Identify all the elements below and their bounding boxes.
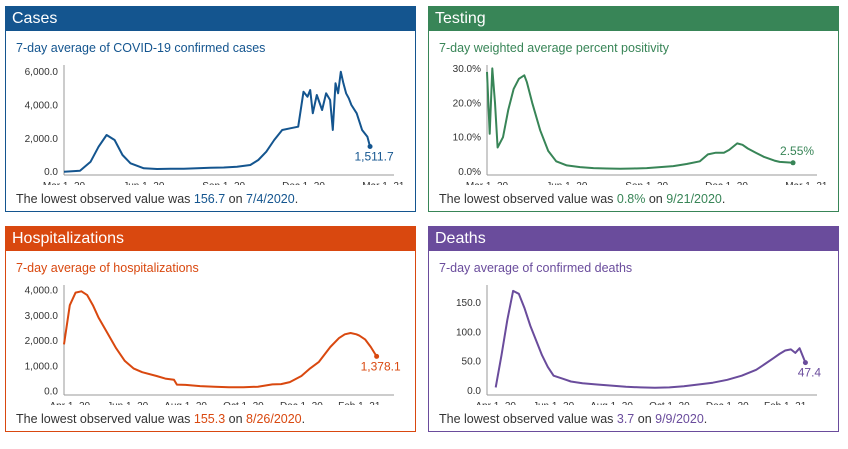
- x-tick-label: Jun 1, 20: [107, 401, 149, 405]
- cases-footer-value: 156.7: [193, 192, 226, 206]
- y-tick-label: 3,000.0: [25, 311, 59, 322]
- cases-footer-mid: on: [225, 192, 247, 206]
- deaths-chart: 150.0 100.0 50.0 0.0 Apr 1, 20 Jun 1, 20 Aug 1…: [456, 285, 822, 405]
- end-point: [367, 143, 373, 149]
- y-tick-label: 1,000.0: [25, 361, 59, 372]
- x-tick-label: Aug 1, 20: [164, 401, 207, 405]
- series-line: [494, 289, 807, 389]
- hospitalizations-panel-subtitle: 7-day average of hospitalizations: [16, 261, 199, 275]
- hospitalizations-panel-footer: The lowest observed value was 155.3 on 8…: [16, 412, 305, 426]
- y-tick-label: 0.0%: [458, 167, 481, 178]
- testing-footer-mid: on: [645, 192, 667, 206]
- end-point: [790, 160, 796, 166]
- y-tick-label: 0.0: [467, 386, 481, 397]
- y-tick-label: 30.0%: [453, 64, 481, 75]
- cases-footer-date: 7/4/2020: [246, 192, 295, 206]
- y-tick-label: 6,000.0: [25, 67, 59, 78]
- x-tick-label: Oct 1, 20: [649, 401, 690, 405]
- series-line: [63, 70, 371, 173]
- deaths-panel: Deaths 7-day average of confirmed deaths…: [428, 226, 839, 432]
- cases-panel-title: Cases: [6, 7, 415, 31]
- hospitalizations-footer-suffix: .: [301, 412, 306, 426]
- hospitalizations-panel-title: Hospitalizations: [6, 227, 415, 251]
- x-tick-label: Sep 1, 20: [625, 181, 668, 185]
- testing-panel: Testing 7-day weighted average percent p…: [428, 6, 839, 212]
- x-tick-label: Aug 1, 20: [590, 401, 633, 405]
- x-tick-label: Apr 1, 20: [49, 401, 90, 405]
- x-tick-label: Feb 1, 21: [338, 401, 381, 405]
- cases-footer-suffix: .: [294, 192, 299, 206]
- y-tick-label: 50.0: [462, 357, 482, 368]
- x-tick-label: Mar 1, 21: [785, 181, 828, 185]
- cases-panel-footer: The lowest observed value was 156.7 on 7…: [16, 192, 298, 206]
- end-value-label: 1,511.7: [354, 149, 393, 163]
- y-tick-label: 2,000.0: [25, 336, 59, 347]
- series-line: [486, 67, 794, 170]
- y-tick-label: 100.0: [456, 327, 481, 338]
- testing-footer-date: 9/21/2020: [666, 192, 722, 206]
- x-tick-label: Jun 1, 20: [123, 181, 165, 185]
- series-line: [63, 290, 378, 389]
- x-tick-label: Mar 1, 20: [466, 181, 509, 185]
- deaths-panel-title: Deaths: [429, 227, 838, 251]
- y-tick-label: 4,000.0: [25, 101, 59, 112]
- x-tick-label: Jun 1, 20: [546, 181, 588, 185]
- end-value-label: 1,378.1: [361, 359, 401, 373]
- testing-panel-subtitle: 7-day weighted average percent positivit…: [439, 41, 669, 55]
- hospitalizations-footer-mid: on: [225, 412, 247, 426]
- x-tick-label: Jun 1, 20: [533, 401, 575, 405]
- y-tick-label: 0.0: [44, 387, 58, 398]
- cases-footer-prefix: The lowest observed value was: [16, 192, 194, 206]
- deaths-panel-footer: The lowest observed value was 3.7 on 9/9…: [439, 412, 707, 426]
- end-value-label: 47.4: [798, 366, 822, 380]
- x-tick-label: Dec 1, 20: [282, 181, 325, 185]
- deaths-footer-date: 9/9/2020: [655, 412, 704, 426]
- y-tick-label: 10.0%: [453, 133, 481, 144]
- hospitalizations-panel: Hospitalizations 7-day average of hospit…: [5, 226, 416, 432]
- x-tick-label: Mar 1, 21: [362, 181, 405, 185]
- deaths-footer-value: 3.7: [616, 412, 635, 426]
- cases-chart: 6,000.0 4,000.0 2,000.0 0.0 Mar 1, 20 Jun 1, …: [25, 65, 405, 185]
- deaths-footer-suffix: .: [703, 412, 708, 426]
- x-tick-label: Feb 1, 21: [764, 401, 807, 405]
- y-tick-label: 2,000.0: [25, 134, 59, 145]
- hospitalizations-footer-date: 8/26/2020: [246, 412, 302, 426]
- deaths-panel-subtitle: 7-day average of confirmed deaths: [439, 261, 633, 275]
- y-tick-label: 0.0: [44, 167, 58, 178]
- testing-footer-suffix: .: [721, 192, 726, 206]
- x-tick-label: Apr 1, 20: [475, 401, 516, 405]
- end-value-label: 2.55%: [780, 144, 814, 158]
- x-tick-label: Dec 1, 20: [705, 181, 748, 185]
- x-tick-label: Dec 1, 20: [280, 401, 323, 405]
- x-tick-label: Sep 1, 20: [202, 181, 245, 185]
- deaths-footer-prefix: The lowest observed value was: [439, 412, 617, 426]
- cases-panel-subtitle: 7-day average of COVID-19 confirmed case…: [16, 41, 266, 55]
- hospitalizations-footer-value: 155.3: [193, 412, 226, 426]
- testing-panel-title: Testing: [429, 7, 838, 31]
- hospitalizations-chart: 4,000.0 3,000.0 2,000.0 1,000.0 0.0 Apr 1, 20…: [25, 285, 401, 405]
- testing-footer-prefix: The lowest observed value was: [439, 192, 617, 206]
- x-tick-label: Dec 1, 20: [706, 401, 749, 405]
- testing-panel-footer: The lowest observed value was 0.8% on 9/…: [439, 192, 725, 206]
- cases-panel: Cases 7-day average of COVID-19 confirme…: [5, 6, 416, 212]
- x-tick-label: Oct 1, 20: [223, 401, 264, 405]
- deaths-footer-mid: on: [634, 412, 656, 426]
- testing-chart: 30.0% 20.0% 10.0% 0.0% Mar 1, 20 Jun 1, 20 Sep…: [453, 64, 828, 185]
- hospitalizations-footer-prefix: The lowest observed value was: [16, 412, 194, 426]
- y-tick-label: 150.0: [456, 298, 481, 309]
- x-tick-label: Mar 1, 20: [43, 181, 86, 185]
- testing-footer-value: 0.8%: [616, 192, 646, 206]
- y-tick-label: 4,000.0: [25, 286, 59, 297]
- end-point: [374, 353, 380, 359]
- y-tick-label: 20.0%: [453, 98, 481, 109]
- end-point: [802, 360, 808, 366]
